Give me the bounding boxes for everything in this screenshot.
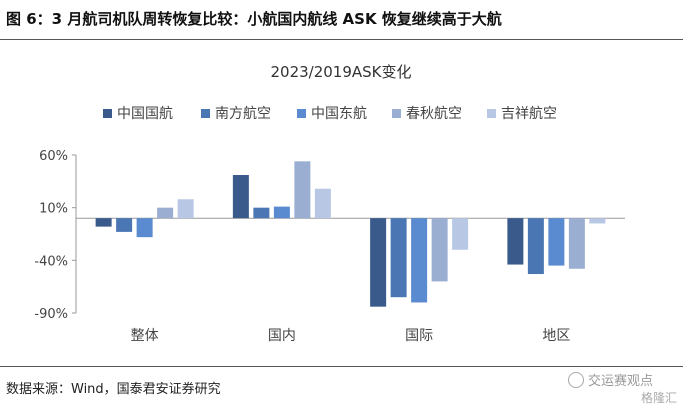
legend-label: 中国国航 [117,106,173,122]
x-tick-label: 国际 [405,328,433,344]
bar [548,218,565,266]
bar [136,218,153,238]
bar [507,218,524,265]
bar [390,218,407,298]
y-tick-label: 10% [39,202,68,217]
y-tick-label: -40% [34,254,68,269]
legend-swatch [487,109,496,118]
wechat-icon [567,372,584,388]
legend-label: 南方航空 [215,106,271,122]
y-tick-label: -90% [34,307,68,322]
bar [527,218,544,275]
figure-header: 图 6：3 月航司机队周转恢复比较：小航国内航线 ASK 恢复继续高于大航 [0,0,683,40]
x-tick-label: 地区 [542,328,570,344]
bar [253,207,270,219]
legend-swatch [201,109,210,118]
legend-label: 吉祥航空 [501,106,557,122]
bar [273,206,290,219]
legend-swatch [297,109,306,118]
figure-footer: 数据来源：Wind，国泰君安证券研究 交运赛观点 格隆汇 [0,366,683,409]
bar [411,218,428,303]
bar [431,218,448,282]
bar [157,207,174,219]
legend-swatch [392,109,401,118]
x-tick-label: 整体 [131,328,159,344]
bar [294,161,311,219]
bar [232,175,249,219]
bar [452,218,469,250]
bar [568,218,585,269]
x-tick-label: 国内 [268,328,296,344]
bar [177,199,194,219]
watermark-text: 交运赛观点 [587,374,653,389]
watermark-brand: 格隆汇 [640,391,677,405]
legend-label: 春秋航空 [406,106,462,122]
legend-swatch [103,109,112,118]
bar [370,218,387,307]
bar [95,218,112,227]
y-tick-label: 60% [39,149,68,164]
legend-label: 中国东航 [311,106,367,122]
data-source: 数据来源：Wind，国泰君安证券研究 [6,382,221,397]
chart-title: 2023/2019ASK变化 [270,63,411,81]
bar [589,218,606,224]
bar [314,188,331,219]
bar [116,218,133,232]
watermark: 交运赛观点 [567,370,653,389]
figure-title: 图 6：3 月航司机队周转恢复比较：小航国内航线 ASK 恢复继续高于大航 [6,10,502,28]
